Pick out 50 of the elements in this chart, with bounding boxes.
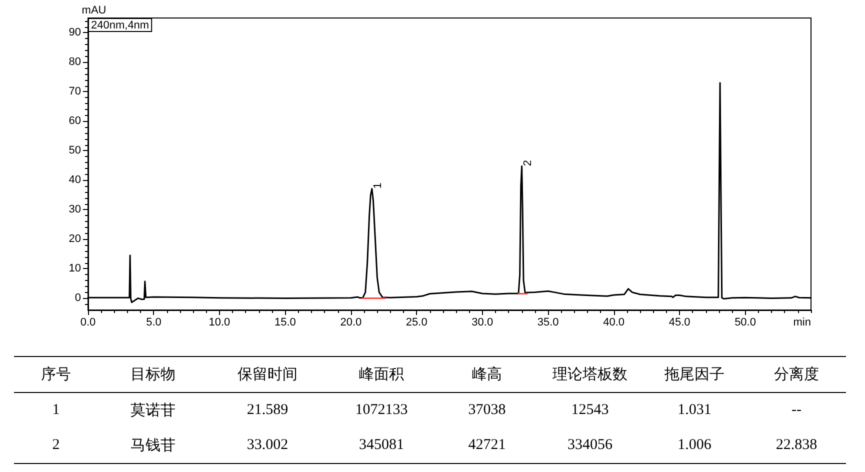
category-label: 目标物	[98, 356, 208, 392]
x-axis-title: min	[793, 316, 811, 328]
category-label: 峰高	[436, 356, 538, 392]
category-label: 峰面积	[327, 356, 436, 392]
annotation: 2	[522, 160, 534, 166]
x-tick-label: 10.0	[208, 316, 230, 328]
text: 42721	[436, 428, 538, 464]
y-tick-label: 70	[68, 86, 81, 98]
text: 33.002	[208, 428, 327, 464]
y-tick-label: 20	[68, 233, 81, 246]
category-label: 序号	[14, 356, 98, 392]
text: 1	[51, 401, 61, 420]
text: 21.589	[246, 401, 290, 420]
x-tick-label: 30.0	[472, 316, 494, 328]
y-tick-label: 0	[74, 292, 81, 304]
category-label: 保留时间	[208, 356, 327, 392]
x-tick-label: 35.0	[537, 316, 559, 328]
x-tick-label: 0.0	[80, 316, 96, 328]
x-tick-label: 15.0	[274, 316, 296, 328]
y-tick-label: 50	[68, 144, 81, 157]
text: 37038	[467, 401, 507, 420]
y-tick-label: 60	[68, 115, 81, 128]
text: 马钱苷	[98, 428, 208, 464]
x-tick-label: 20.0	[340, 316, 362, 328]
y-tick-label: 40	[68, 174, 81, 186]
category-label: 拖尾因子	[642, 356, 747, 392]
text: 12543	[570, 401, 610, 420]
text: 1072133	[354, 401, 409, 420]
category-label: 分离度	[747, 356, 846, 392]
y-tick-label: 30	[68, 204, 81, 216]
y-tick-label: 10	[68, 262, 81, 275]
x-tick-label: 5.0	[146, 316, 162, 328]
x-tick-label: 50.0	[734, 316, 756, 328]
text: 22.838	[747, 428, 846, 464]
text: 1.031	[676, 401, 712, 420]
text: 1.006	[642, 428, 747, 464]
text: 334056	[538, 428, 642, 464]
annotation: 240nm,4nm	[91, 20, 150, 32]
x-tick-label: 40.0	[603, 316, 625, 328]
category-label: 理论塔板数	[538, 356, 642, 392]
y-axis-title: mAU	[82, 4, 106, 16]
annotation: 1	[372, 182, 384, 189]
y-tick-label: 80	[68, 56, 81, 68]
x-tick-label: 45.0	[668, 316, 690, 328]
x-tick-label: 25.0	[406, 316, 428, 328]
text: 2	[14, 428, 98, 464]
text: --	[790, 401, 802, 420]
text: 345081	[327, 428, 436, 464]
y-tick-label: 90	[68, 26, 81, 39]
text: 莫诺苷	[130, 402, 176, 421]
